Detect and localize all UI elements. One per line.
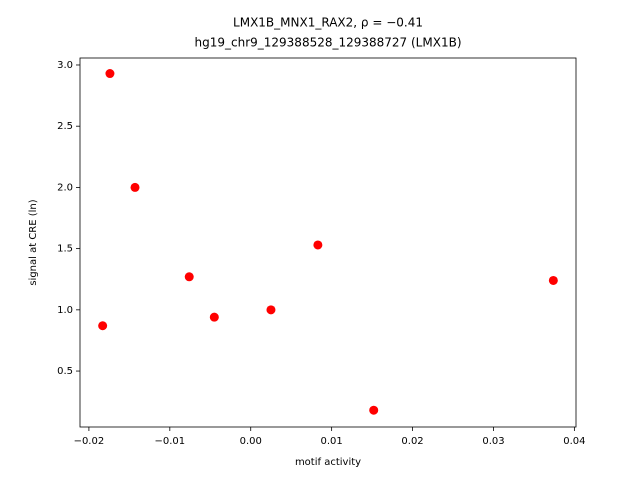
x-tick-label: 0.03 <box>482 436 504 447</box>
y-tick-label: 3.0 <box>57 60 73 71</box>
x-tick-label: 0.02 <box>401 436 423 447</box>
point <box>548 275 558 285</box>
chart-subtitle: hg19_chr9_129388528_129388727 (LMX1B) <box>195 36 462 50</box>
point <box>313 240 323 250</box>
point <box>184 272 194 282</box>
y-tick-label: 2.5 <box>57 121 73 132</box>
chart-title: LMX1B_MNX1_RAX2, ρ = −0.41 <box>233 16 423 30</box>
point <box>369 405 379 415</box>
x-tick-label: −0.01 <box>154 436 185 447</box>
y-axis-label: signal at CRE (ln) <box>28 199 39 285</box>
x-tick-label: 0.00 <box>240 436 262 447</box>
point <box>209 312 219 322</box>
y-tick-label: 2.0 <box>57 182 73 193</box>
point <box>130 182 140 192</box>
point <box>266 305 276 315</box>
y-tick-label: 0.5 <box>57 366 73 377</box>
x-tick-label: 0.01 <box>321 436 343 447</box>
y-tick-label: 1.0 <box>57 305 73 316</box>
point <box>98 321 108 331</box>
x-tick-label: −0.02 <box>74 436 105 447</box>
x-tick-label: 0.04 <box>563 436 585 447</box>
y-tick-label: 1.5 <box>57 244 73 255</box>
plot-frame <box>79 57 577 428</box>
point <box>105 69 115 79</box>
x-axis-label: motif activity <box>295 457 361 468</box>
